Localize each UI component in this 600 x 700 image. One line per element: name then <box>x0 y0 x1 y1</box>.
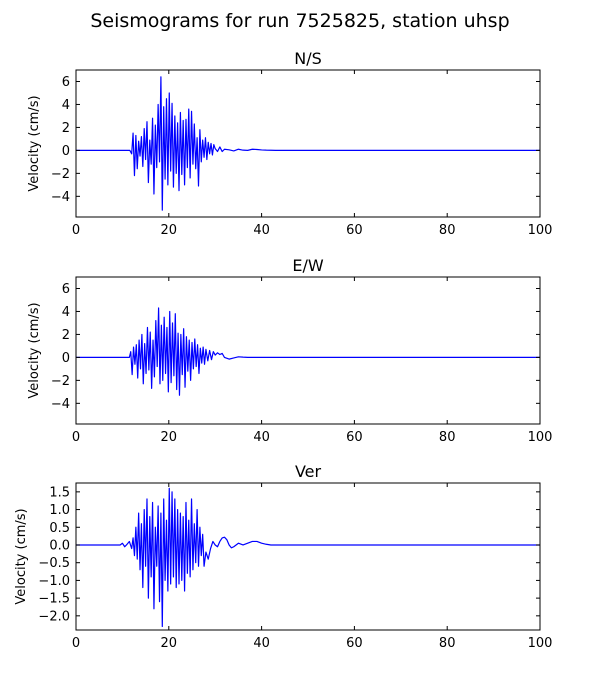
y-tick-label: 2 <box>62 328 70 343</box>
y-tick-label: −2.0 <box>38 609 70 624</box>
x-tick-label: 60 <box>346 636 363 651</box>
y-tick-label: −1.0 <box>38 574 70 589</box>
y-tick-label: 4 <box>62 98 70 113</box>
axes-frame <box>75 482 541 631</box>
panel-title: Ver <box>295 462 322 481</box>
y-tick-label: 6 <box>62 282 70 297</box>
y-tick-label: −2 <box>51 374 70 389</box>
chart-panel-ns: N/S Velocity (cm/s) 0 20 40 60 80 100 −4 −2 0 2 4 6 <box>27 49 552 238</box>
x-tick-label: 0 <box>72 430 80 445</box>
y-tick-label: 1.5 <box>49 485 70 500</box>
axes-frame <box>75 276 541 425</box>
x-tick-label: 80 <box>439 430 456 445</box>
x-tick-label: 100 <box>528 430 553 445</box>
x-tick-label: 80 <box>439 223 456 238</box>
x-tick-label: 40 <box>253 430 270 445</box>
y-tick-label: 2 <box>62 121 70 136</box>
y-tick-label: 6 <box>62 75 70 90</box>
y-tick-label: −0.5 <box>38 556 70 571</box>
y-tick-label: 0.0 <box>49 538 70 553</box>
y-tick-label: −1.5 <box>38 592 70 607</box>
x-tick-label: 20 <box>161 636 178 651</box>
x-tick-label: 20 <box>161 430 178 445</box>
x-tick-label: 40 <box>253 223 270 238</box>
y-axis-label: Velocity (cm/s) <box>14 508 29 604</box>
y-tick-label: 0 <box>62 144 70 159</box>
x-tick-label: 60 <box>346 223 363 238</box>
x-tick-label: 100 <box>528 636 553 651</box>
x-tick-label: 80 <box>439 636 456 651</box>
series-line <box>76 76 540 211</box>
y-tick-label: −4 <box>51 397 70 412</box>
series-line <box>76 487 540 628</box>
chart-panel-ver: Ver Velocity (cm/s) 0 20 40 60 80 100 −2.0 −1.5 −1… <box>14 462 552 651</box>
x-tick-label: 0 <box>72 636 80 651</box>
y-tick-label: 4 <box>62 305 70 320</box>
y-tick-label: −2 <box>51 167 70 182</box>
x-tick-label: 40 <box>253 636 270 651</box>
x-tick-label: 20 <box>161 223 178 238</box>
x-tick-label: 100 <box>528 223 553 238</box>
x-tick-label: 0 <box>72 223 80 238</box>
y-axis-label: Velocity (cm/s) <box>27 302 42 398</box>
panel-title: E/W <box>292 256 324 275</box>
y-tick-label: −4 <box>51 190 70 205</box>
axes-frame <box>75 69 541 218</box>
y-tick-label: 0 <box>62 351 70 366</box>
y-tick-label: 0.5 <box>49 521 70 536</box>
y-axis-label: Velocity (cm/s) <box>27 95 42 191</box>
series-line <box>76 307 540 396</box>
chart-panel-ew: E/W Velocity (cm/s) 0 20 40 60 80 100 −4 −2 0 2 4 6 <box>27 256 552 445</box>
y-tick-label: 1.0 <box>49 503 70 518</box>
panel-title: N/S <box>294 49 322 68</box>
figure-title: Seismograms for run 7525825, station uhs… <box>90 10 510 32</box>
x-tick-label: 60 <box>346 430 363 445</box>
